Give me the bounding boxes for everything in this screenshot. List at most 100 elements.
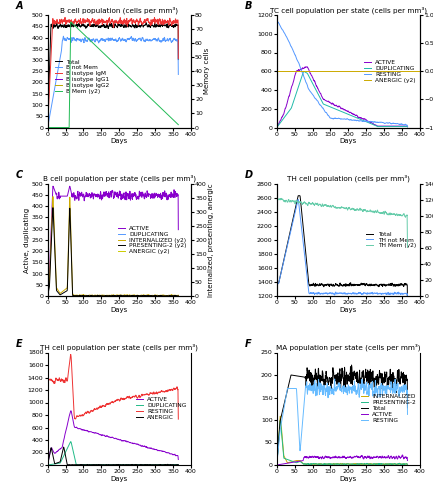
PRESENTING-2 — [337, 462, 342, 468]
Total — [274, 461, 279, 467]
B isotype IgM — [62, 14, 68, 20]
ANERGIC — [101, 462, 106, 468]
RESTING — [373, 120, 378, 126]
Total — [405, 314, 410, 320]
DUPLICATING — [301, 68, 307, 74]
ANERGIC (y2) — [176, 293, 181, 299]
PRESENTING-2 (y2) — [152, 292, 158, 298]
B isotype IgG1 — [45, 124, 50, 130]
INTERNALIZED — [381, 462, 387, 468]
Line: INTERNALIZED (y2): INTERNALIZED (y2) — [48, 196, 178, 296]
Line: ANERGIC: ANERGIC — [48, 447, 178, 465]
Text: A: A — [16, 2, 24, 12]
Total — [152, 20, 158, 26]
DUPLICATING — [45, 462, 50, 468]
ANERGIC (y2) — [101, 293, 106, 299]
DUPLICATING — [381, 124, 387, 130]
RESTING — [274, 64, 279, 70]
B isotype IgM — [144, 18, 149, 24]
DUPLICATING — [176, 293, 181, 299]
ACTIVE — [158, 448, 164, 454]
Total — [297, 192, 302, 198]
B Mem (y2) — [45, 124, 50, 130]
INTERNALIZED — [388, 461, 393, 467]
ANERGIC (y2) — [68, 293, 73, 299]
PRESENTING-2 — [330, 461, 335, 467]
B isotype IgG1 — [152, 124, 157, 130]
Y-axis label: Memory cells: Memory cells — [204, 48, 210, 94]
RESTING — [330, 386, 335, 392]
RESTING — [327, 389, 333, 395]
B not Mem — [176, 72, 181, 78]
ANERGIC — [61, 444, 66, 450]
X-axis label: Days: Days — [110, 307, 128, 313]
ANERGIC — [159, 462, 164, 468]
DUPLICATING — [144, 293, 149, 299]
DUPLICATING — [405, 124, 410, 130]
RESTING — [405, 412, 410, 418]
Line: Total: Total — [277, 196, 407, 317]
B isotype IgM — [101, 18, 106, 24]
X-axis label: Days: Days — [340, 138, 357, 144]
Line: RESTING: RESTING — [277, 379, 407, 464]
ACTIVE — [68, 409, 73, 415]
TH not Mem — [381, 290, 387, 296]
RESTING — [373, 382, 378, 388]
ACTIVE — [327, 100, 333, 105]
INTERNALIZED (y2) — [144, 292, 149, 298]
B Mem (y2) — [98, 48, 103, 54]
B isotype IgG2 — [144, 124, 149, 130]
B not Mem — [144, 37, 149, 43]
ACTIVE — [98, 432, 103, 438]
DUPLICATING — [68, 438, 73, 444]
PRESENTING-2 (y2) — [176, 293, 181, 299]
ACTIVE — [381, 454, 386, 460]
ACTIVE — [381, 123, 387, 129]
RESTING — [388, 390, 393, 396]
TH Mem (y2) — [274, 236, 279, 242]
PRESENTING-2 (y2) — [45, 293, 50, 299]
DUPLICATING — [388, 124, 393, 130]
Title: TC cell population per state (cells per mm³): TC cell population per state (cells per … — [270, 6, 427, 14]
Title: B cell population per state (cells per mm³): B cell population per state (cells per m… — [43, 175, 196, 182]
Title: B cell population (cells per mm³): B cell population (cells per mm³) — [60, 6, 178, 14]
B isotype IgG1 — [158, 124, 164, 130]
B not Mem — [101, 36, 106, 42]
ACTIVE — [373, 122, 378, 128]
X-axis label: Days: Days — [340, 476, 357, 482]
ACTIVE — [405, 458, 410, 464]
B isotype IgG1 — [176, 124, 181, 130]
TH Mem (y2) — [405, 244, 410, 250]
Line: DUPLICATING: DUPLICATING — [48, 442, 178, 465]
B not Mem — [68, 36, 73, 43]
ACTIVE — [144, 194, 149, 200]
PRESENTING-2 (y2) — [68, 221, 73, 227]
Total — [381, 378, 387, 384]
B isotype IgG1 — [98, 124, 103, 130]
ANERGIC — [144, 462, 149, 468]
INTERNALIZED (y2) — [98, 292, 103, 298]
ACTIVE — [176, 226, 181, 232]
ANERGIC — [107, 462, 112, 468]
DUPLICATING — [297, 80, 302, 87]
B isotype IgG2 — [101, 124, 106, 130]
RESTING — [297, 62, 302, 68]
Total — [144, 20, 149, 26]
Y-axis label: Internalized, presenting, anergic: Internalized, presenting, anergic — [208, 183, 214, 297]
DUPLICATING — [68, 440, 73, 446]
INTERNALIZED (y2) — [159, 292, 164, 298]
ACTIVE — [152, 446, 158, 452]
Line: PRESENTING-2 (y2): PRESENTING-2 (y2) — [48, 208, 178, 296]
ANERGIC (y2) — [158, 293, 164, 299]
Legend: Total, TH not Mem, TH Mem (y2): Total, TH not Mem, TH Mem (y2) — [365, 230, 417, 250]
TH not Mem — [405, 320, 410, 326]
Line: B Mem (y2): B Mem (y2) — [48, 22, 178, 128]
B Mem (y2) — [144, 91, 149, 97]
RESTING — [101, 403, 106, 409]
PRESENTING-2 (y2) — [144, 293, 149, 299]
TH Mem (y2) — [373, 208, 378, 214]
Line: RESTING: RESTING — [48, 354, 178, 419]
TH not Mem — [274, 313, 279, 319]
ANERGIC — [176, 462, 181, 468]
PRESENTING-2 — [381, 462, 387, 468]
